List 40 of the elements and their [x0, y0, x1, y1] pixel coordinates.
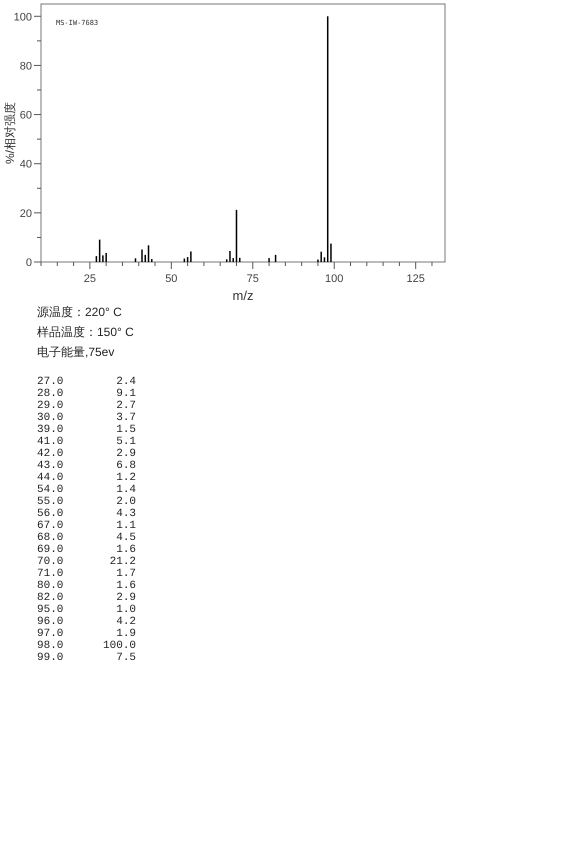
text: 电子能量,75ev	[37, 345, 114, 359]
text: 95.0 1.0	[37, 604, 136, 616]
text: 30.0 3.7	[37, 412, 136, 424]
text: 70.0 21.2	[37, 556, 136, 568]
text: 98.0 100.0	[37, 640, 136, 652]
text: 54.0 1.4	[37, 484, 136, 496]
text: 69.0 1.6	[37, 544, 136, 556]
text: 56.0 4.3	[37, 508, 136, 520]
text: 29.0 2.7	[37, 400, 136, 412]
text: 67.0 1.1	[37, 520, 136, 532]
text: 28.0 9.1	[37, 388, 136, 400]
x-tick-label: 125	[406, 273, 425, 285]
x-axis-title: m/z	[232, 288, 254, 303]
y-axis-title: %/相对强度	[3, 102, 17, 164]
text: 71.0 1.7	[37, 568, 136, 580]
text: 42.0 2.9	[37, 448, 136, 460]
text: 68.0 4.5	[37, 532, 136, 544]
x-tick-label: 50	[165, 273, 178, 285]
x-tick-label: 75	[246, 273, 259, 285]
text: 源温度：220° C	[37, 305, 122, 319]
x-tick-label: 25	[84, 273, 96, 285]
y-tick-label: 40	[20, 158, 32, 171]
text: 97.0 1.9	[37, 628, 136, 640]
text: 样品温度：150° C	[37, 325, 134, 339]
y-tick-label: 60	[20, 110, 32, 122]
text: 39.0 1.5	[37, 424, 136, 436]
y-tick-label: 0	[26, 257, 32, 269]
text: 82.0 2.9	[37, 592, 136, 604]
y-tick-label: 100	[14, 11, 32, 24]
text: 43.0 6.8	[37, 460, 136, 472]
text: 96.0 4.2	[37, 616, 136, 628]
text: 99.0 7.5	[37, 652, 136, 664]
y-tick-label: 80	[20, 60, 32, 72]
text: 80.0 1.6	[37, 580, 136, 592]
text: 41.0 5.1	[37, 436, 136, 448]
y-tick-label: 20	[20, 208, 32, 220]
x-tick-label: 100	[325, 273, 344, 285]
text: 27.0 2.4	[37, 376, 136, 388]
text: 55.0 2.0	[37, 496, 136, 508]
text: 44.0 1.2	[37, 472, 136, 484]
